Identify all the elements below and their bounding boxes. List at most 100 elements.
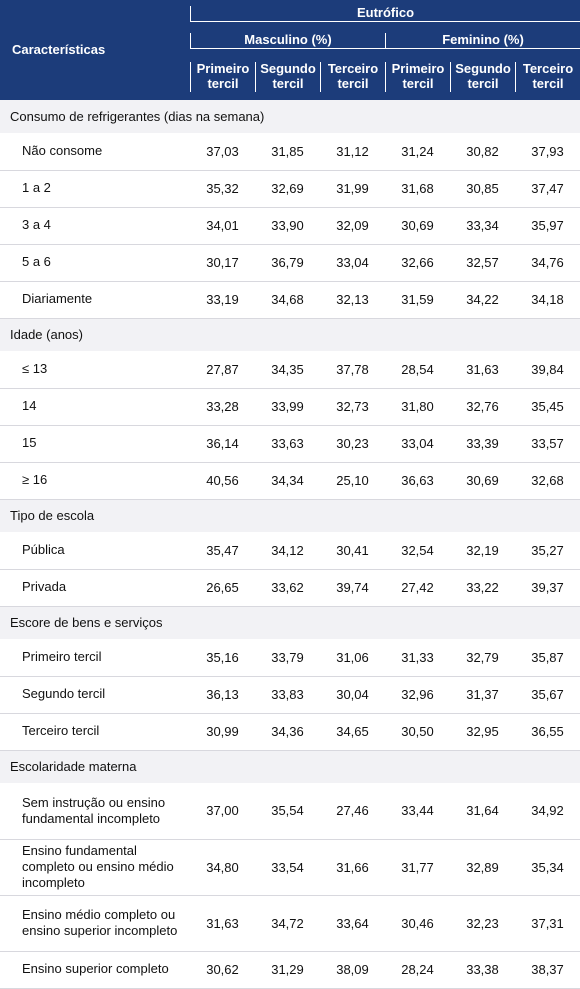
header-m-t1: Primeiro tercil — [190, 62, 255, 92]
cell-value: 34,34 — [255, 463, 320, 499]
cell-value: 33,04 — [320, 245, 385, 281]
cell-value: 31,63 — [190, 896, 255, 951]
cell-value: 33,62 — [255, 570, 320, 606]
cell-value: 34,22 — [450, 282, 515, 318]
cell-value: 28,24 — [385, 952, 450, 988]
cell-value: 32,89 — [450, 840, 515, 895]
cell-value: 31,24 — [385, 133, 450, 170]
cell-value: 36,13 — [190, 677, 255, 713]
cell-value: 33,04 — [385, 426, 450, 462]
header-male: Masculino (%) — [190, 33, 385, 49]
table-row: Diariamente33,1934,6832,1331,5934,2234,1… — [0, 281, 580, 318]
cell-value: 33,54 — [255, 840, 320, 895]
cell-value: 27,46 — [320, 783, 385, 839]
cell-value: 35,87 — [515, 639, 580, 676]
cell-value: 27,87 — [190, 351, 255, 388]
cell-value: 28,54 — [385, 351, 450, 388]
cell-value: 31,29 — [255, 952, 320, 988]
cell-value: 26,65 — [190, 570, 255, 606]
cell-value: 37,47 — [515, 171, 580, 207]
section-title: Idade (anos) — [0, 319, 580, 352]
table-row: Primeiro tercil35,1633,7931,0631,3332,79… — [0, 639, 580, 676]
cell-value: 39,84 — [515, 351, 580, 388]
table-row: Terceiro tercil30,9934,3634,6530,5032,95… — [0, 713, 580, 750]
cell-value: 40,56 — [190, 463, 255, 499]
row-label: Ensino fundamental completo ou ensino mé… — [0, 840, 190, 895]
table-row: 1433,2833,9932,7331,8032,7635,45 — [0, 388, 580, 425]
row-label: 5 a 6 — [0, 245, 190, 281]
cell-value: 32,23 — [450, 896, 515, 951]
cell-value: 30,41 — [320, 532, 385, 569]
cell-value: 35,27 — [515, 532, 580, 569]
header-m-t3: Terceiro tercil — [320, 62, 385, 92]
table-row: Não consome37,0331,8531,1231,2430,8237,9… — [0, 133, 580, 170]
cell-value: 32,79 — [450, 639, 515, 676]
table-row: ≤ 1327,8734,3537,7828,5431,6339,84 — [0, 351, 580, 388]
row-label: Ensino superior completo — [0, 952, 190, 988]
row-label: Terceiro tercil — [0, 714, 190, 750]
table-row: Ensino médio completo ou ensino superior… — [0, 895, 580, 951]
row-label: Privada — [0, 570, 190, 606]
cell-value: 33,19 — [190, 282, 255, 318]
table-row: Sem instrução ou ensino fundamental inco… — [0, 783, 580, 839]
row-label: 15 — [0, 426, 190, 462]
cell-value: 37,31 — [515, 896, 580, 951]
cell-value: 31,85 — [255, 133, 320, 170]
cell-value: 36,14 — [190, 426, 255, 462]
cell-value: 30,04 — [320, 677, 385, 713]
cell-value: 31,12 — [320, 133, 385, 170]
cell-value: 34,72 — [255, 896, 320, 951]
cell-value: 31,68 — [385, 171, 450, 207]
table-row: Privada26,6533,6239,7427,4233,2239,37 — [0, 569, 580, 606]
cell-value: 36,55 — [515, 714, 580, 750]
row-label: Pública — [0, 532, 190, 569]
cell-value: 33,79 — [255, 639, 320, 676]
cell-value: 32,13 — [320, 282, 385, 318]
row-label: Diariamente — [0, 282, 190, 318]
cell-value: 35,45 — [515, 389, 580, 425]
cell-value: 34,65 — [320, 714, 385, 750]
cell-value: 30,50 — [385, 714, 450, 750]
cell-value: 34,12 — [255, 532, 320, 569]
cell-value: 39,37 — [515, 570, 580, 606]
cell-value: 38,37 — [515, 952, 580, 988]
cell-value: 39,74 — [320, 570, 385, 606]
cell-value: 34,68 — [255, 282, 320, 318]
table-row: 1 a 235,3232,6931,9931,6830,8537,47 — [0, 170, 580, 207]
cell-value: 33,99 — [255, 389, 320, 425]
cell-value: 38,09 — [320, 952, 385, 988]
table-row: Pública35,4734,1230,4132,5432,1935,27 — [0, 532, 580, 569]
cell-value: 33,44 — [385, 783, 450, 839]
header-m-t2: Segundo tercil — [255, 62, 320, 92]
cell-value: 30,62 — [190, 952, 255, 988]
cell-value: 34,01 — [190, 208, 255, 244]
cell-value: 32,73 — [320, 389, 385, 425]
cell-value: 30,69 — [385, 208, 450, 244]
cell-value: 32,76 — [450, 389, 515, 425]
cell-value: 34,36 — [255, 714, 320, 750]
cell-value: 32,68 — [515, 463, 580, 499]
cell-value: 31,80 — [385, 389, 450, 425]
section-title: Consumo de refrigerantes (dias na semana… — [0, 100, 580, 133]
cell-value: 34,35 — [255, 351, 320, 388]
row-label: 14 — [0, 389, 190, 425]
cell-value: 37,00 — [190, 783, 255, 839]
cell-value: 34,80 — [190, 840, 255, 895]
cell-value: 33,39 — [450, 426, 515, 462]
row-label: ≤ 13 — [0, 351, 190, 388]
table-row: ≥ 1640,5634,3425,1036,6330,6932,68 — [0, 462, 580, 499]
section-title: Escore de bens e serviços — [0, 607, 580, 640]
data-table: Características Eutrófico Masculino (%) … — [0, 0, 580, 989]
cell-value: 35,97 — [515, 208, 580, 244]
cell-value: 30,69 — [450, 463, 515, 499]
cell-value: 35,54 — [255, 783, 320, 839]
cell-value: 31,64 — [450, 783, 515, 839]
cell-value: 37,93 — [515, 133, 580, 170]
cell-value: 31,99 — [320, 171, 385, 207]
table-body: Consumo de refrigerantes (dias na semana… — [0, 100, 580, 988]
cell-value: 30,17 — [190, 245, 255, 281]
cell-value: 32,19 — [450, 532, 515, 569]
cell-value: 32,09 — [320, 208, 385, 244]
table-row: 3 a 434,0133,9032,0930,6933,3435,97 — [0, 207, 580, 244]
header-f-t3: Terceiro tercil — [515, 62, 580, 92]
